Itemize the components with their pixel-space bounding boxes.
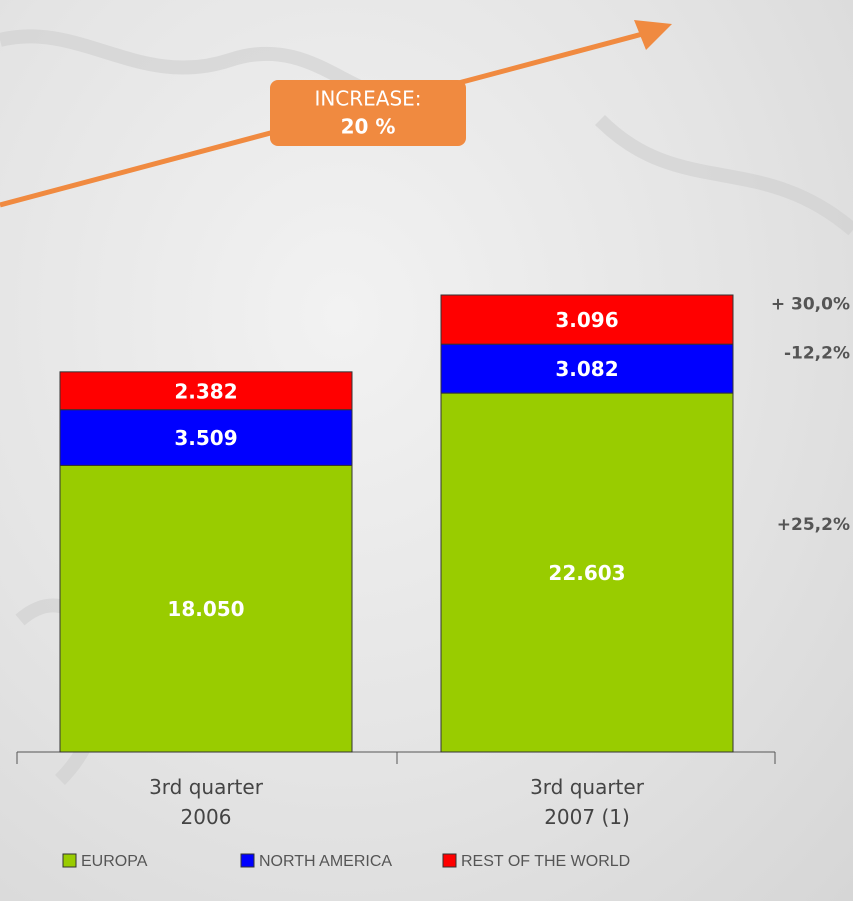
increase-box [270,80,466,146]
value-label: 2.382 [174,379,237,403]
value-label: 3.082 [555,357,618,381]
change-annotation: -12,2% [784,344,850,364]
x-tick-label: 3rd quarter 2007 (1) [530,775,644,829]
legend-swatch [442,853,457,868]
value-label: 18.050 [167,597,244,621]
value-label: 3.096 [555,308,618,332]
change-annotation: + 30,0% [771,295,850,315]
x-tick-label: 3rd quarter 2006 [149,775,263,829]
change-annotation: +25,2% [777,515,850,535]
legend-swatch [240,853,255,868]
bar-segment [59,464,353,753]
legend-label: NORTH AMERICA [259,853,392,870]
bar-segment [59,371,353,411]
bar-segment [440,392,734,753]
legend-label: EUROPA [81,853,148,870]
legend-label: REST OF THE WORLD [461,853,630,870]
arrow-head [634,20,672,50]
legend-swatch [62,853,77,868]
bar-segment [59,409,353,466]
value-label: 3.509 [174,426,237,450]
bar-segment [440,294,734,345]
increase-label: INCREASE: [314,87,421,111]
increase-value: 20 % [341,115,396,139]
value-label: 22.603 [548,561,625,585]
bar-segment [440,343,734,394]
